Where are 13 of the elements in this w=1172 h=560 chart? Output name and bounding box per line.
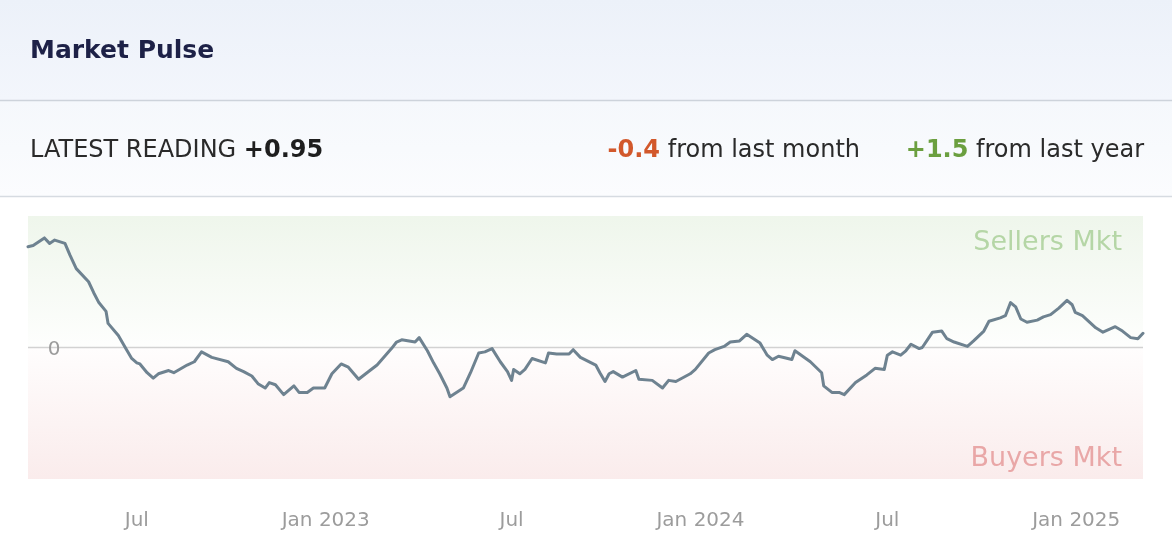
ref-line-label: 0 <box>47 335 61 360</box>
x-tick-label: Jan 2024 <box>654 507 745 531</box>
text: +1.5 from last year <box>905 135 1145 163</box>
x-tick-label: Jul <box>497 507 524 531</box>
band-label: Buyers Mkt <box>970 441 1122 472</box>
band-label: Sellers Mkt <box>973 225 1122 256</box>
x-tick-label: Jan 2025 <box>1030 507 1121 531</box>
x-tick-label: Jul <box>122 507 149 531</box>
chart-title: Market Pulse <box>30 35 215 64</box>
x-tick-label: Jul <box>873 507 900 531</box>
text: LATEST READING +0.95 <box>30 135 324 163</box>
text: -0.4 from last month <box>607 135 860 163</box>
x-tick-label: Jan 2023 <box>279 507 370 531</box>
